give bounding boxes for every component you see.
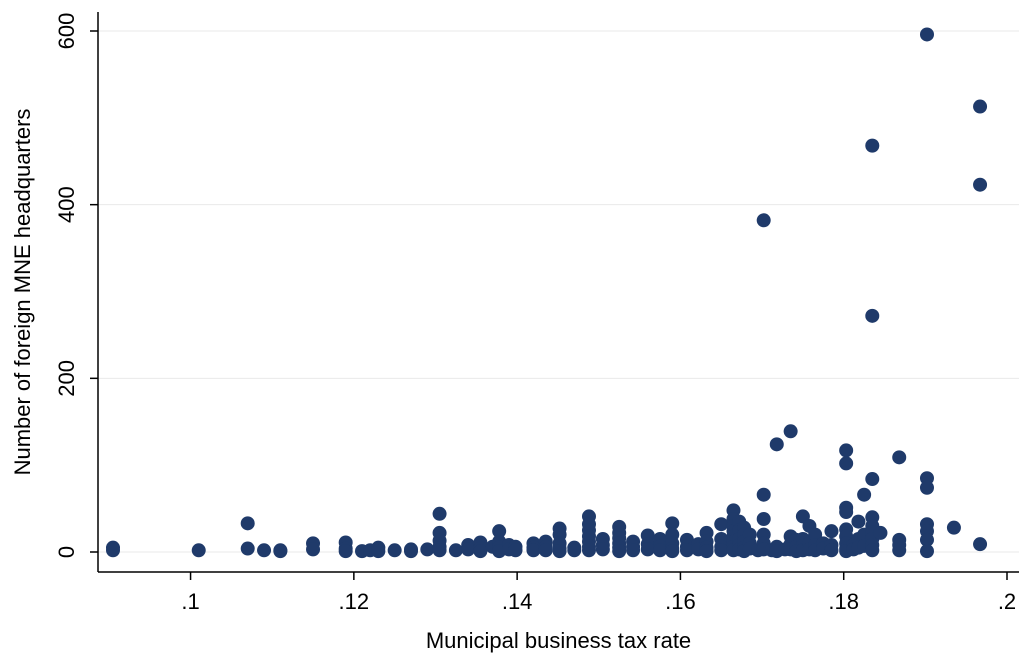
data-point xyxy=(769,437,784,452)
data-point xyxy=(919,27,934,42)
data-point xyxy=(973,177,988,192)
data-point xyxy=(919,480,934,495)
data-point xyxy=(612,544,627,559)
x-tick-label: .12 xyxy=(339,589,370,614)
y-tick-label: 200 xyxy=(54,360,79,397)
data-point xyxy=(973,537,988,552)
data-point xyxy=(857,487,872,502)
data-point xyxy=(581,543,596,558)
data-point xyxy=(240,516,255,531)
data-point xyxy=(873,525,888,540)
gridlines xyxy=(98,30,1019,553)
data-point xyxy=(640,542,655,557)
data-point xyxy=(756,213,771,228)
data-point xyxy=(892,543,907,558)
y-tick-label: 400 xyxy=(54,186,79,223)
data-point xyxy=(756,487,771,502)
data-point xyxy=(839,456,854,471)
data-point xyxy=(432,543,447,558)
data-point xyxy=(552,544,567,559)
data-point xyxy=(865,472,880,487)
data-point xyxy=(665,516,680,531)
data-point xyxy=(714,543,729,558)
data-points xyxy=(106,27,988,559)
data-point xyxy=(526,543,541,558)
data-point xyxy=(756,512,771,527)
data-point xyxy=(240,541,255,556)
x-tick-label: .16 xyxy=(665,589,696,614)
data-point xyxy=(338,544,353,559)
data-point xyxy=(699,544,714,559)
data-point xyxy=(653,543,668,558)
data-point xyxy=(404,544,418,559)
data-point xyxy=(492,524,507,539)
x-tick-label: .14 xyxy=(502,589,533,614)
data-point xyxy=(508,543,523,558)
data-point xyxy=(626,543,641,558)
data-point xyxy=(919,544,934,559)
data-point xyxy=(946,520,961,535)
data-point xyxy=(973,99,988,114)
data-point xyxy=(865,138,880,153)
data-point xyxy=(432,506,447,521)
data-point xyxy=(191,543,206,558)
y-tick-label: 600 xyxy=(54,13,79,50)
x-tick-label: .1 xyxy=(181,589,199,614)
data-point xyxy=(257,543,272,558)
data-point xyxy=(865,308,880,323)
y-tick-label: 0 xyxy=(54,546,79,558)
data-point xyxy=(538,543,553,558)
data-point xyxy=(919,532,934,547)
data-point xyxy=(679,543,694,558)
data-point xyxy=(665,544,680,559)
data-point xyxy=(387,543,402,558)
data-point xyxy=(595,542,610,557)
x-axis-title: Municipal business tax rate xyxy=(426,628,691,653)
data-point xyxy=(273,543,288,558)
data-point xyxy=(824,543,839,558)
data-point xyxy=(865,543,880,558)
data-point xyxy=(851,514,866,529)
data-point xyxy=(824,524,839,539)
y-axis-title: Number of foreign MNE headquarters xyxy=(10,109,35,476)
x-tick-label: .2 xyxy=(998,589,1016,614)
data-point xyxy=(473,544,488,559)
data-point xyxy=(839,505,854,520)
data-point xyxy=(371,544,386,559)
data-point xyxy=(106,543,120,558)
data-point xyxy=(839,443,854,458)
x-tick-label: .18 xyxy=(828,589,859,614)
data-point xyxy=(783,424,798,439)
data-point xyxy=(420,542,435,557)
data-point xyxy=(892,450,907,465)
data-point xyxy=(448,543,463,558)
data-point xyxy=(306,542,321,557)
axes: .1 .12 .14 .16 .18 .2 0 200 400 600 xyxy=(54,12,1019,614)
data-point xyxy=(714,517,729,532)
data-point xyxy=(567,543,582,558)
data-point xyxy=(461,542,476,557)
